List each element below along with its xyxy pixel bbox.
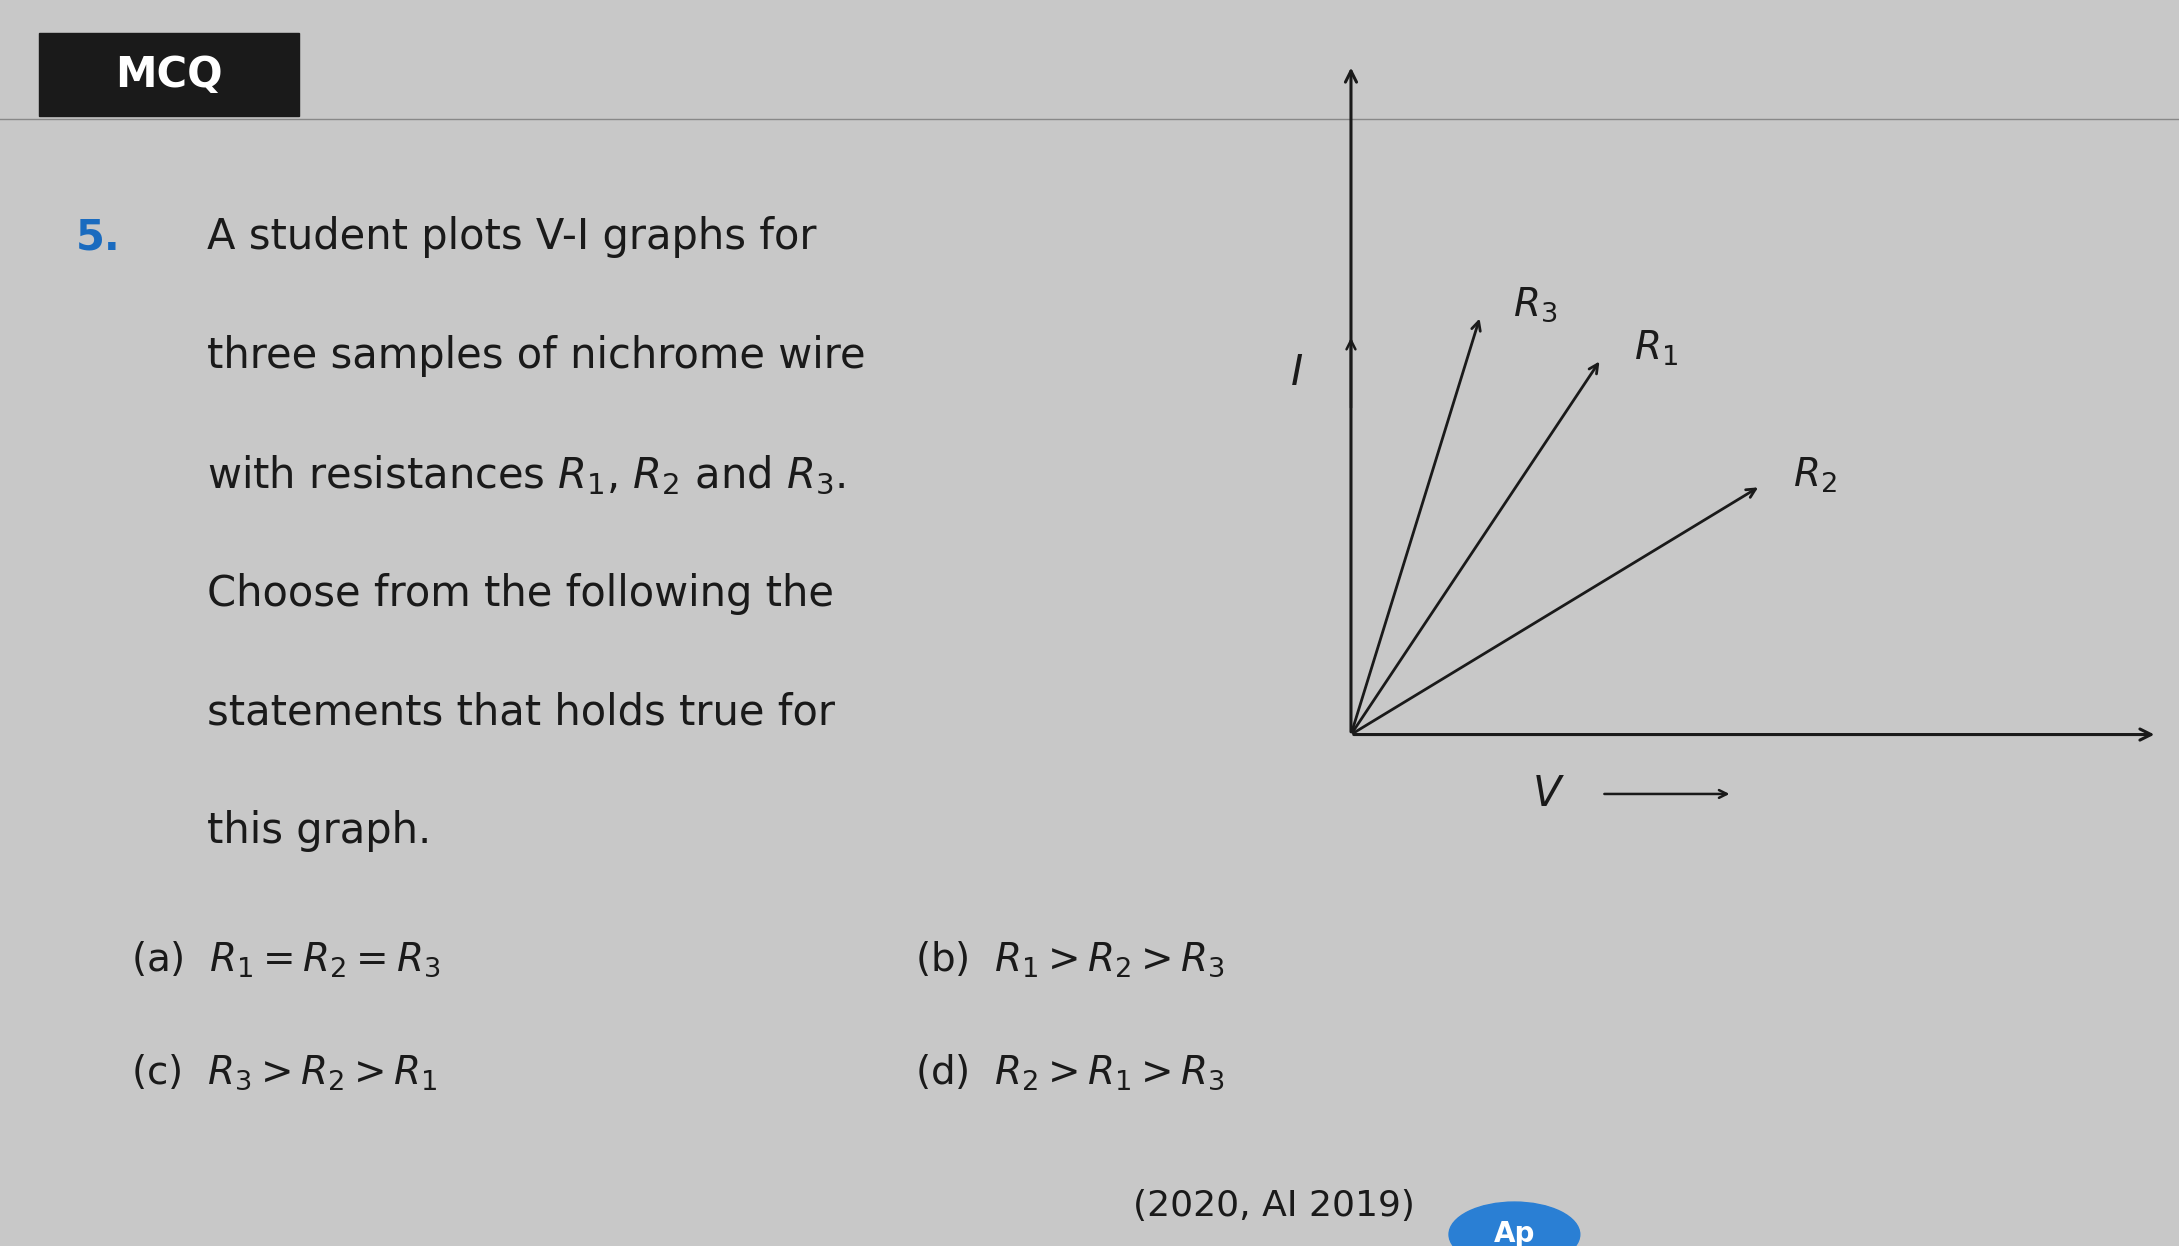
- Text: statements that holds true for: statements that holds true for: [207, 692, 835, 734]
- Text: (b)  $R_1 > R_2 > R_3$: (b) $R_1 > R_2 > R_3$: [915, 939, 1225, 979]
- Text: I: I: [1290, 351, 1303, 394]
- Text: three samples of nichrome wire: three samples of nichrome wire: [207, 335, 865, 376]
- Text: Choose from the following the: Choose from the following the: [207, 572, 835, 614]
- Circle shape: [1449, 1202, 1580, 1246]
- Text: (2020, AI 2019): (2020, AI 2019): [1133, 1190, 1414, 1224]
- Text: 5.: 5.: [76, 216, 122, 258]
- FancyBboxPatch shape: [39, 34, 299, 116]
- Text: $R_2$: $R_2$: [1793, 456, 1837, 495]
- Text: MCQ: MCQ: [115, 54, 222, 96]
- Text: (c)  $R_3 > R_2 > R_1$: (c) $R_3 > R_2 > R_1$: [131, 1053, 438, 1093]
- Text: V: V: [1532, 773, 1562, 815]
- Text: A student plots V-I graphs for: A student plots V-I graphs for: [207, 216, 817, 258]
- Text: with resistances $R_1$, $R_2$ and $R_3$.: with resistances $R_1$, $R_2$ and $R_3$.: [207, 454, 845, 497]
- Text: (d)  $R_2 > R_1 > R_3$: (d) $R_2 > R_1 > R_3$: [915, 1053, 1225, 1093]
- Text: $R_3$: $R_3$: [1512, 285, 1558, 324]
- Text: $R_1$: $R_1$: [1634, 329, 1678, 368]
- Text: Ap: Ap: [1495, 1221, 1534, 1246]
- Text: this graph.: this graph.: [207, 810, 431, 852]
- Text: (a)  $R_1 = R_2 = R_3$: (a) $R_1 = R_2 = R_3$: [131, 939, 440, 979]
